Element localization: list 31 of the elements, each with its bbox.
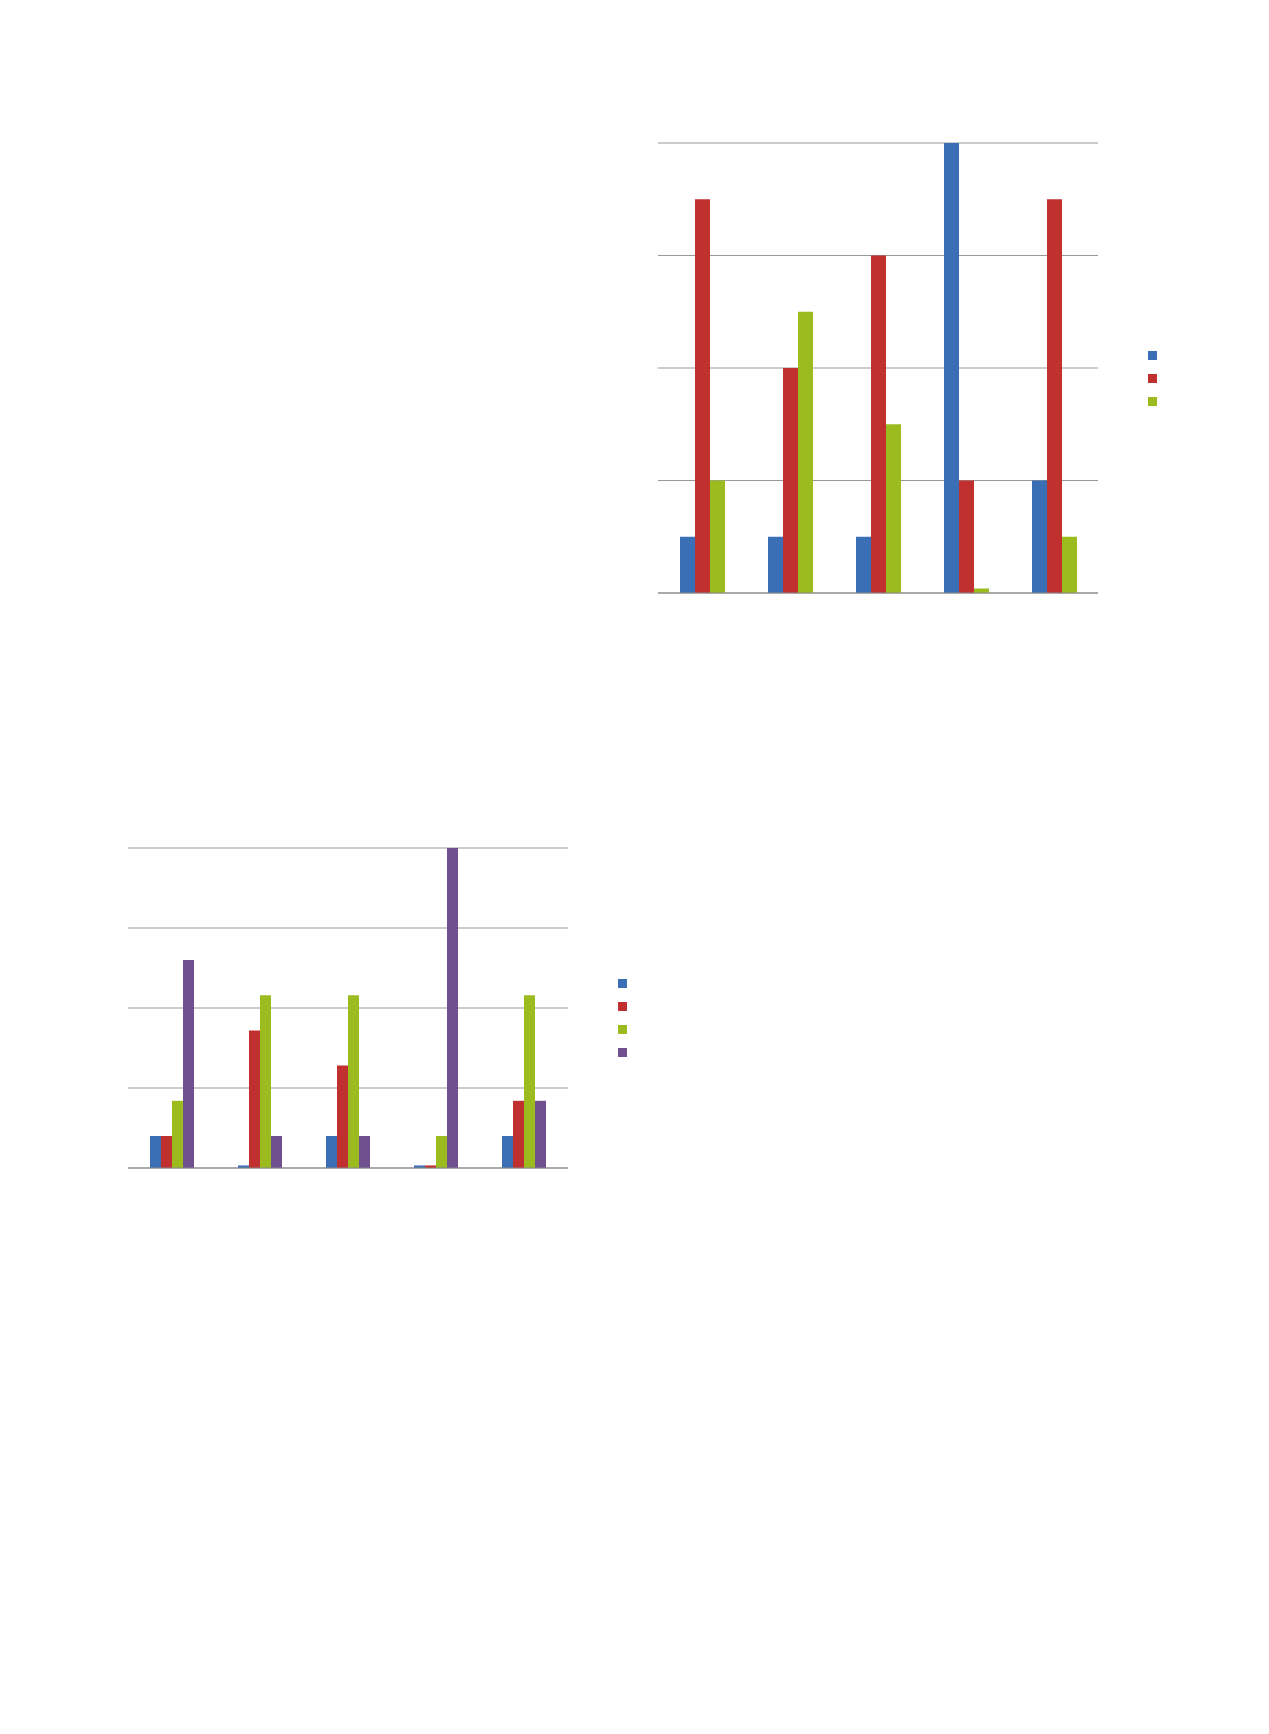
bar: [337, 1065, 348, 1168]
bar: [768, 536, 783, 593]
bar: [798, 311, 813, 593]
bar: [944, 143, 959, 593]
bar: [886, 424, 901, 593]
bar: [260, 995, 271, 1168]
bar: [447, 848, 458, 1168]
bar: [856, 536, 871, 593]
bar: [249, 1030, 260, 1168]
bar: [150, 1136, 161, 1168]
bar: [524, 995, 535, 1168]
bar: [172, 1100, 183, 1168]
bar: [535, 1100, 546, 1168]
bar: [326, 1136, 337, 1168]
bar: [359, 1136, 370, 1168]
bar: [513, 1100, 524, 1168]
bar: [1062, 536, 1077, 593]
bar: [695, 199, 710, 593]
bar: [783, 368, 798, 593]
bar: [1047, 199, 1062, 593]
bar: [183, 960, 194, 1168]
bar: [436, 1136, 447, 1168]
bar: [348, 995, 359, 1168]
bar: [710, 480, 725, 593]
bar: [680, 536, 695, 593]
bar: [959, 480, 974, 593]
bar: [1032, 480, 1047, 593]
bar: [871, 255, 886, 593]
bar: [271, 1136, 282, 1168]
bar: [502, 1136, 513, 1168]
bar: [161, 1136, 172, 1168]
